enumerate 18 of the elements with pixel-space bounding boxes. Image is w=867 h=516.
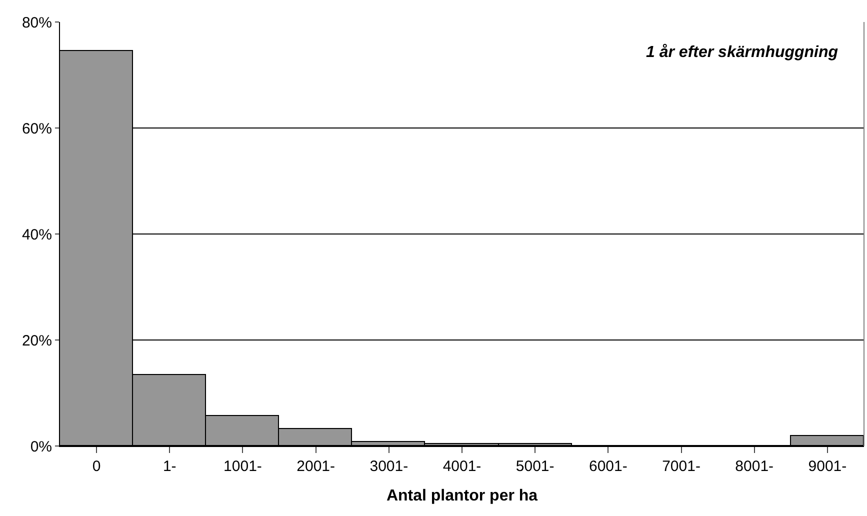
x-tick-label: 0 (92, 458, 101, 475)
x-tick-label: 9001- (808, 458, 847, 475)
y-tick-label: 60% (22, 120, 52, 138)
x-tick-label: 8001- (735, 458, 774, 475)
y-tick-label: 20% (22, 332, 52, 350)
x-tick-label: 1001- (224, 458, 262, 475)
annotation: 1 år efter skärmhuggning (646, 43, 838, 61)
x-tick-label: 5001- (516, 458, 554, 475)
y-tick-label: 0% (30, 438, 52, 456)
x-tick-label: 1- (162, 458, 176, 475)
x-tick-label: 2001- (296, 458, 336, 475)
x-tick-label: 6001- (588, 458, 628, 475)
x-tick-label: 4001- (442, 458, 482, 475)
x-axis-title: Antal plantor per ha (386, 488, 538, 505)
y-tick-label: 80% (22, 14, 52, 32)
x-tick-label: 3001- (370, 458, 408, 475)
y-tick-label: 40% (22, 226, 52, 244)
x-tick-label: 7001- (662, 458, 700, 475)
